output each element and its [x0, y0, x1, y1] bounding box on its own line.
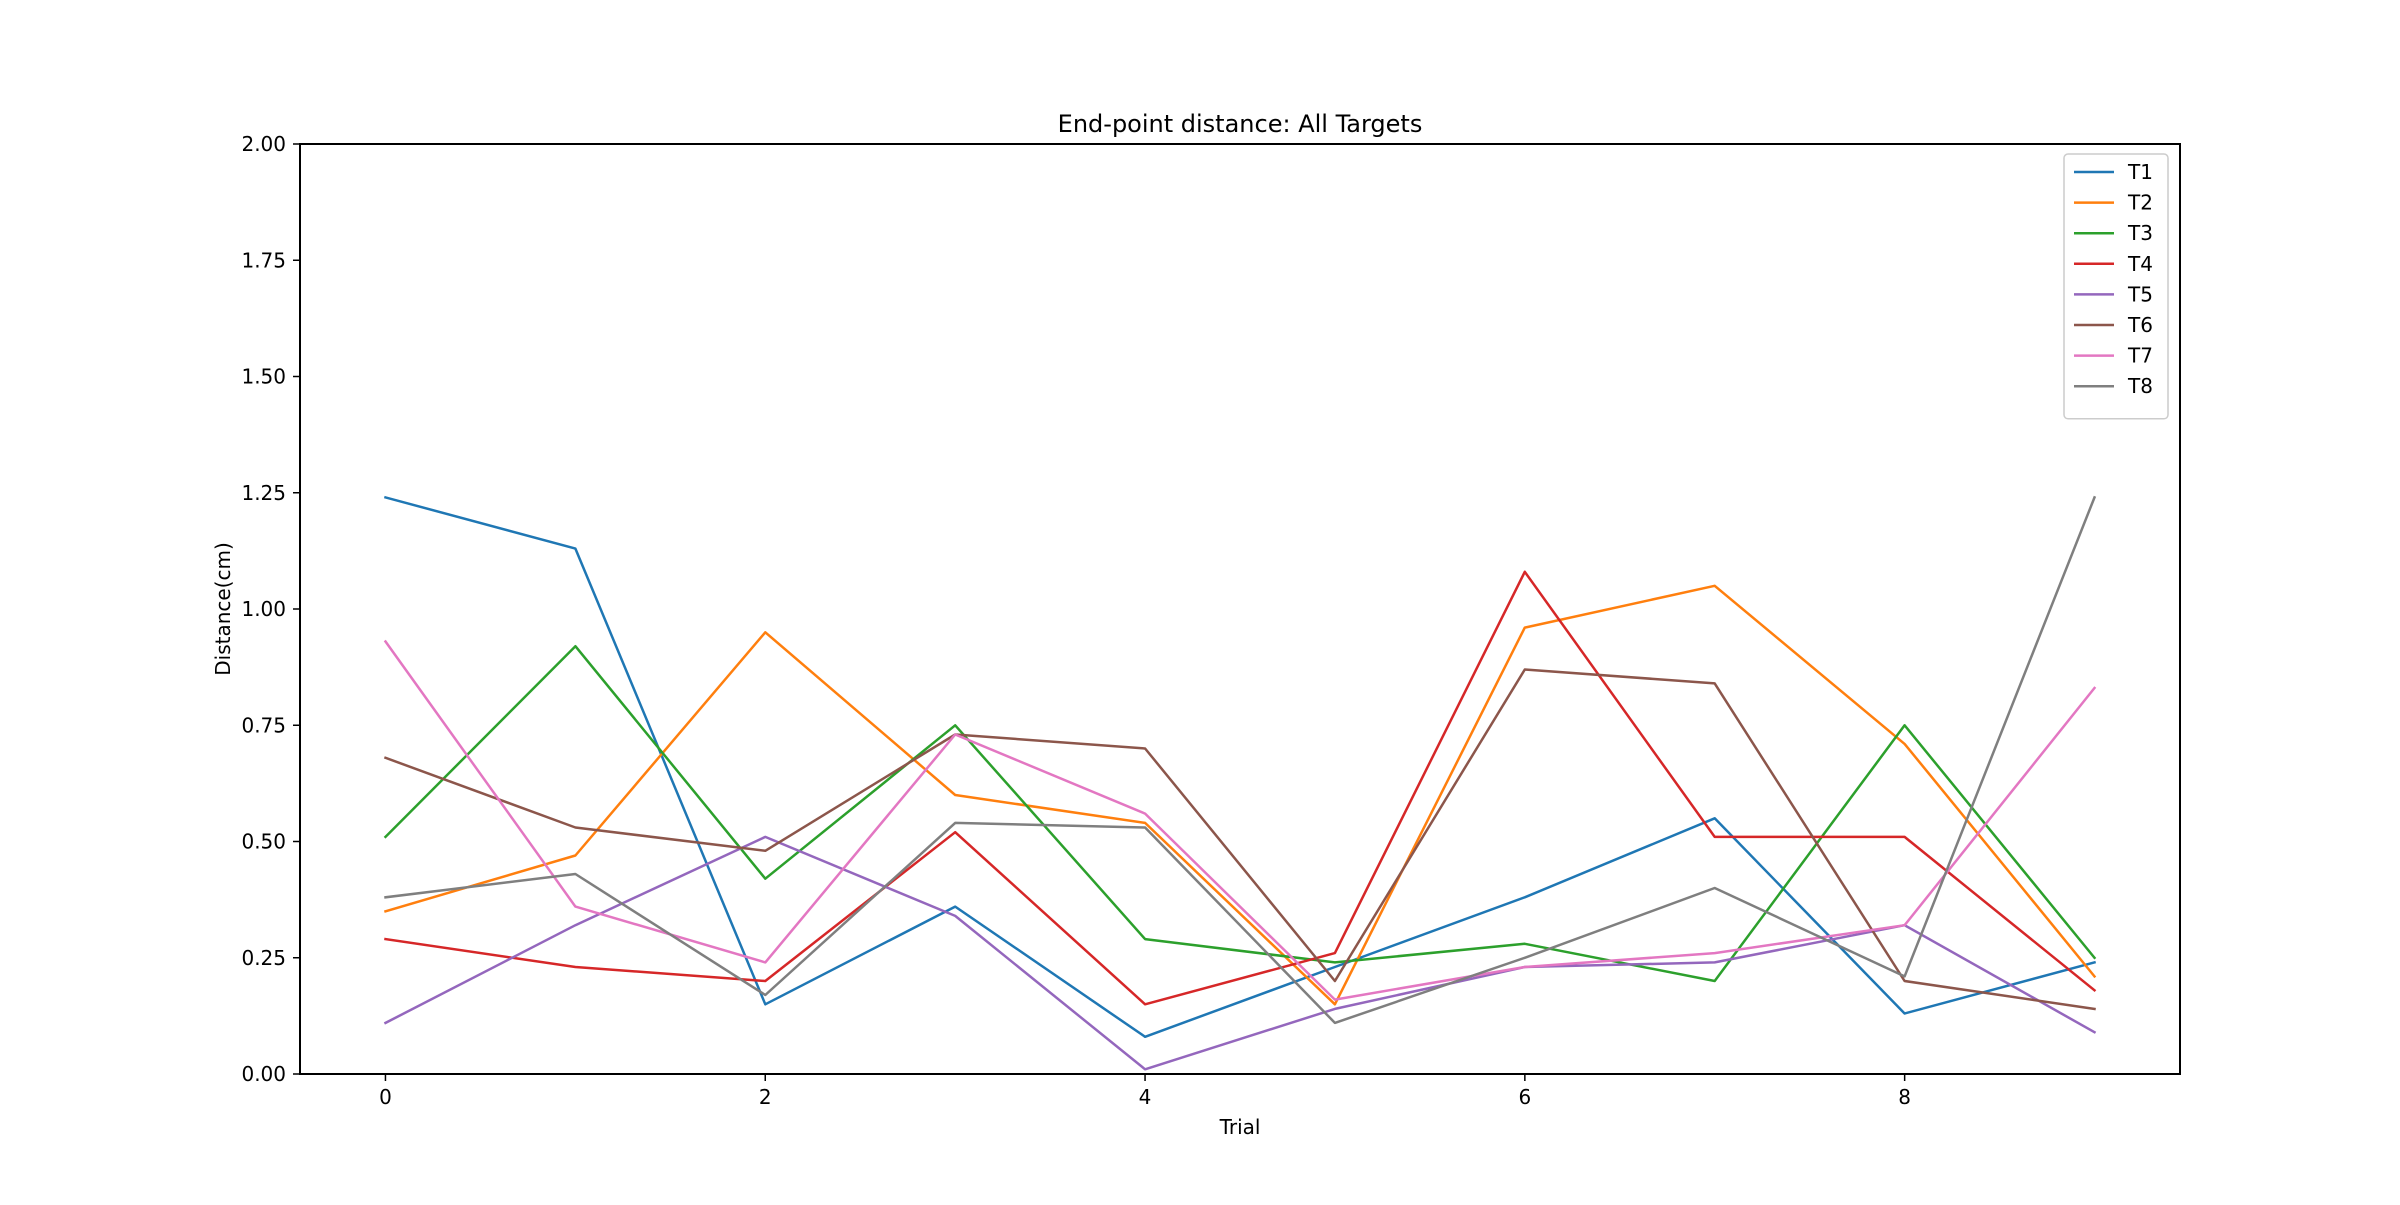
legend-label-t6: T6 [2127, 313, 2153, 337]
x-axis-label: Trial [1219, 1115, 1261, 1139]
series-line-t2 [383, 584, 2097, 1006]
legend: T1 T2 T3 T4 T5 T6 T7 T8 [2063, 153, 2169, 420]
y-tick-label: 0.00 [241, 1062, 286, 1086]
y-tick-label: 0.75 [241, 713, 286, 737]
series-line-t1 [383, 495, 2097, 1039]
x-tick-label: 0 [379, 1085, 392, 1109]
legend-box [2063, 153, 2169, 420]
series-line-t4 [384, 570, 2097, 1006]
legend-label-t7: T7 [2127, 344, 2153, 368]
y-axis-label: Distance(cm) [211, 542, 235, 676]
legend-label-t5: T5 [2127, 282, 2153, 306]
legend-label-t1: T1 [2127, 160, 2153, 184]
y-tick-label: 1.25 [241, 481, 286, 505]
series-line-t5 [383, 835, 2097, 1071]
y-tick-label: 1.00 [241, 597, 286, 621]
chart-title: End-point distance: All Targets [1058, 110, 1423, 138]
legend-label-t3: T3 [2127, 221, 2153, 245]
x-tick-label: 4 [1139, 1085, 1152, 1109]
x-tick-label: 8 [1898, 1085, 1911, 1109]
y-tick-label: 1.50 [241, 365, 286, 389]
y-tick-label: 0.25 [241, 946, 286, 970]
series-line-t8 [384, 495, 2097, 1025]
legend-label-t2: T2 [2127, 191, 2153, 215]
y-tick-label: 2.00 [241, 132, 286, 156]
series-line-t3 [383, 644, 2097, 983]
y-axis: 0.00 0.25 0.50 0.75 1.00 1.25 1.50 1.75 2.00 [241, 132, 300, 1086]
y-tick-label: 1.75 [241, 248, 286, 272]
x-axis: 0 2 4 6 8 [379, 1074, 1911, 1109]
series-line-t6 [383, 668, 2096, 1011]
y-tick-label: 0.50 [241, 830, 286, 854]
legend-label-t8: T8 [2127, 374, 2153, 398]
x-tick-label: 6 [1518, 1085, 1531, 1109]
series-layer [383, 495, 2097, 1071]
x-tick-label: 2 [759, 1085, 772, 1109]
legend-label-t4: T4 [2127, 252, 2153, 276]
